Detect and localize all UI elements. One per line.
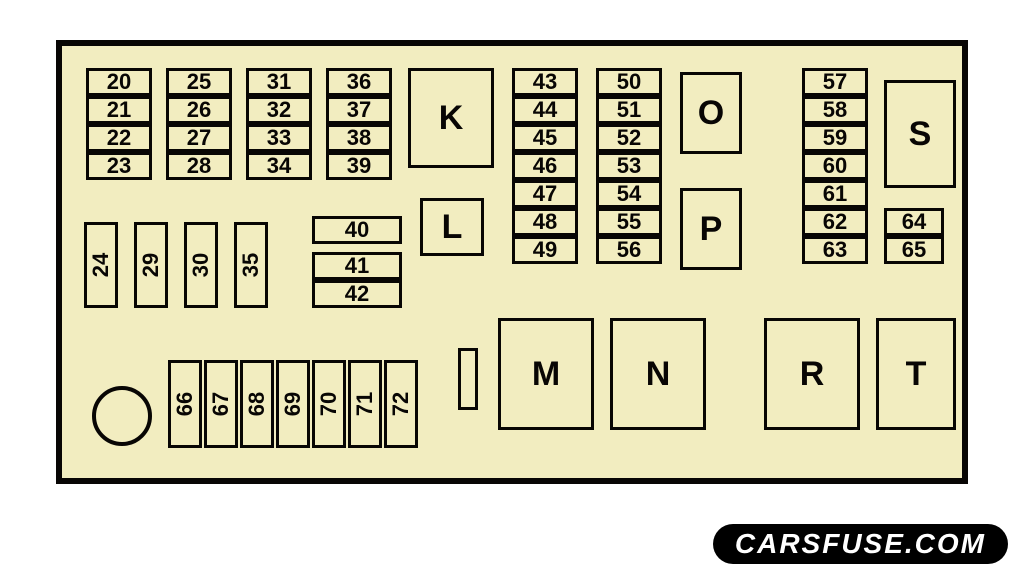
slot-32: 32 (246, 96, 312, 124)
slot-O: O (680, 72, 742, 154)
slot-33: 33 (246, 124, 312, 152)
fuse-72: 72 (384, 360, 418, 448)
slot-K: K (408, 68, 494, 168)
slot-45: 45 (512, 124, 578, 152)
slot-54: 54 (596, 180, 662, 208)
slot-62: 62 (802, 208, 868, 236)
slot-38: 38 (326, 124, 392, 152)
slot-65: 65 (884, 236, 944, 264)
slot-22: 22 (86, 124, 152, 152)
slot-28: 28 (166, 152, 232, 180)
slot-47: 47 (512, 180, 578, 208)
slot-T: T (876, 318, 956, 430)
fuse-35: 35 (234, 222, 268, 308)
fuse-71: 71 (348, 360, 382, 448)
slot-43: 43 (512, 68, 578, 96)
slot-25: 25 (166, 68, 232, 96)
slot-36: 36 (326, 68, 392, 96)
slot-21: 21 (86, 96, 152, 124)
fuse-30: 30 (184, 222, 218, 308)
slot-39: 39 (326, 152, 392, 180)
slot-55: 55 (596, 208, 662, 236)
slot-56: 56 (596, 236, 662, 264)
fuse-70: 70 (312, 360, 346, 448)
slot-34: 34 (246, 152, 312, 180)
slot-R: R (764, 318, 860, 430)
slot-42: 42 (312, 280, 402, 308)
fuse-67: 67 (204, 360, 238, 448)
fuse-69: 69 (276, 360, 310, 448)
slot-37: 37 (326, 96, 392, 124)
slot-57: 57 (802, 68, 868, 96)
slot-26: 26 (166, 96, 232, 124)
slot-63: 63 (802, 236, 868, 264)
fuse-68: 68 (240, 360, 274, 448)
slot-S: S (884, 80, 956, 188)
slot-59: 59 (802, 124, 868, 152)
mounting-hole (92, 386, 152, 446)
slot-58: 58 (802, 96, 868, 124)
watermark: CarsFuse.com (713, 524, 1008, 564)
fuse-29: 29 (134, 222, 168, 308)
slot-L: L (420, 198, 484, 256)
slot-40: 40 (312, 216, 402, 244)
slot-41: 41 (312, 252, 402, 280)
fuse-66: 66 (168, 360, 202, 448)
fusebox-panel: 20212223 25262728 31323334 36373839 43444546… (56, 40, 968, 484)
slot-46: 46 (512, 152, 578, 180)
slot-53: 53 (596, 152, 662, 180)
slot-48: 48 (512, 208, 578, 236)
slot-31: 31 (246, 68, 312, 96)
slot-27: 27 (166, 124, 232, 152)
connector-stub (458, 348, 478, 410)
slot-60: 60 (802, 152, 868, 180)
slot-49: 49 (512, 236, 578, 264)
slot-23: 23 (86, 152, 152, 180)
slot-N: N (610, 318, 706, 430)
slot-64: 64 (884, 208, 944, 236)
slot-61: 61 (802, 180, 868, 208)
slot-50: 50 (596, 68, 662, 96)
slot-20: 20 (86, 68, 152, 96)
slot-52: 52 (596, 124, 662, 152)
slot-M: M (498, 318, 594, 430)
slot-44: 44 (512, 96, 578, 124)
slot-51: 51 (596, 96, 662, 124)
slot-P: P (680, 188, 742, 270)
fuse-24: 24 (84, 222, 118, 308)
